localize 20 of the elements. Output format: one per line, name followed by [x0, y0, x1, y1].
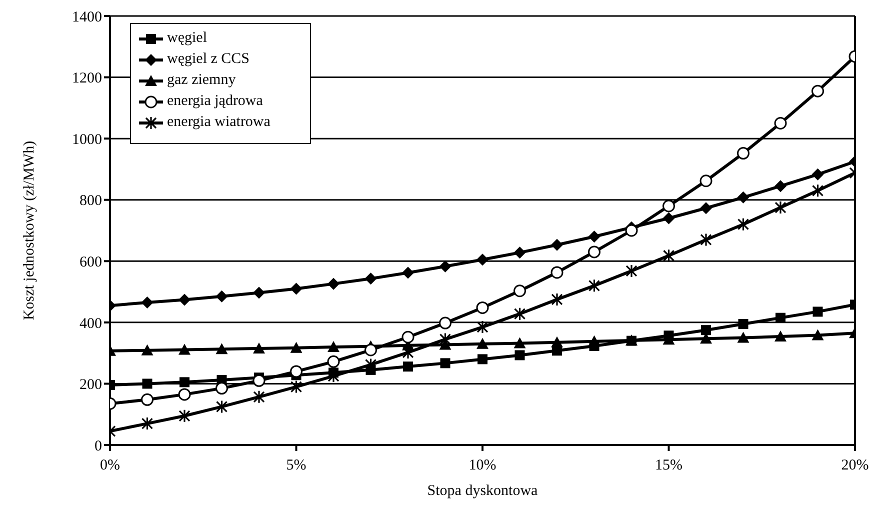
y-tick-label: 600: [80, 254, 102, 270]
x-axis-title: Stopa dyskontowa: [427, 483, 538, 499]
x-tick-label: 10%: [468, 458, 496, 474]
legend-label: energia wiatrowa: [167, 114, 270, 131]
y-tick-label: 0: [94, 438, 102, 454]
x-tick-label: 20%: [841, 458, 869, 474]
legend-label: węgiel: [167, 30, 207, 47]
legend-label: węgiel z CCS: [167, 51, 250, 68]
y-axis-title: Koszt jednostkowy (zł/MWh): [21, 140, 38, 320]
x-tick-label: 15%: [655, 458, 682, 474]
y-tick-label: 200: [80, 377, 102, 394]
y-tick-label: 1000: [72, 132, 102, 148]
y-tick-label: 1200: [72, 70, 102, 87]
legend-label: energia jądrowa: [167, 93, 263, 110]
y-tick-label: 400: [80, 316, 102, 332]
legend-label: gaz ziemny: [167, 72, 236, 89]
y-tick-label: 1400: [72, 9, 102, 26]
x-tick-label: 5%: [286, 458, 306, 474]
x-tick-label: 0%: [100, 458, 120, 474]
y-tick-label: 800: [80, 193, 102, 210]
